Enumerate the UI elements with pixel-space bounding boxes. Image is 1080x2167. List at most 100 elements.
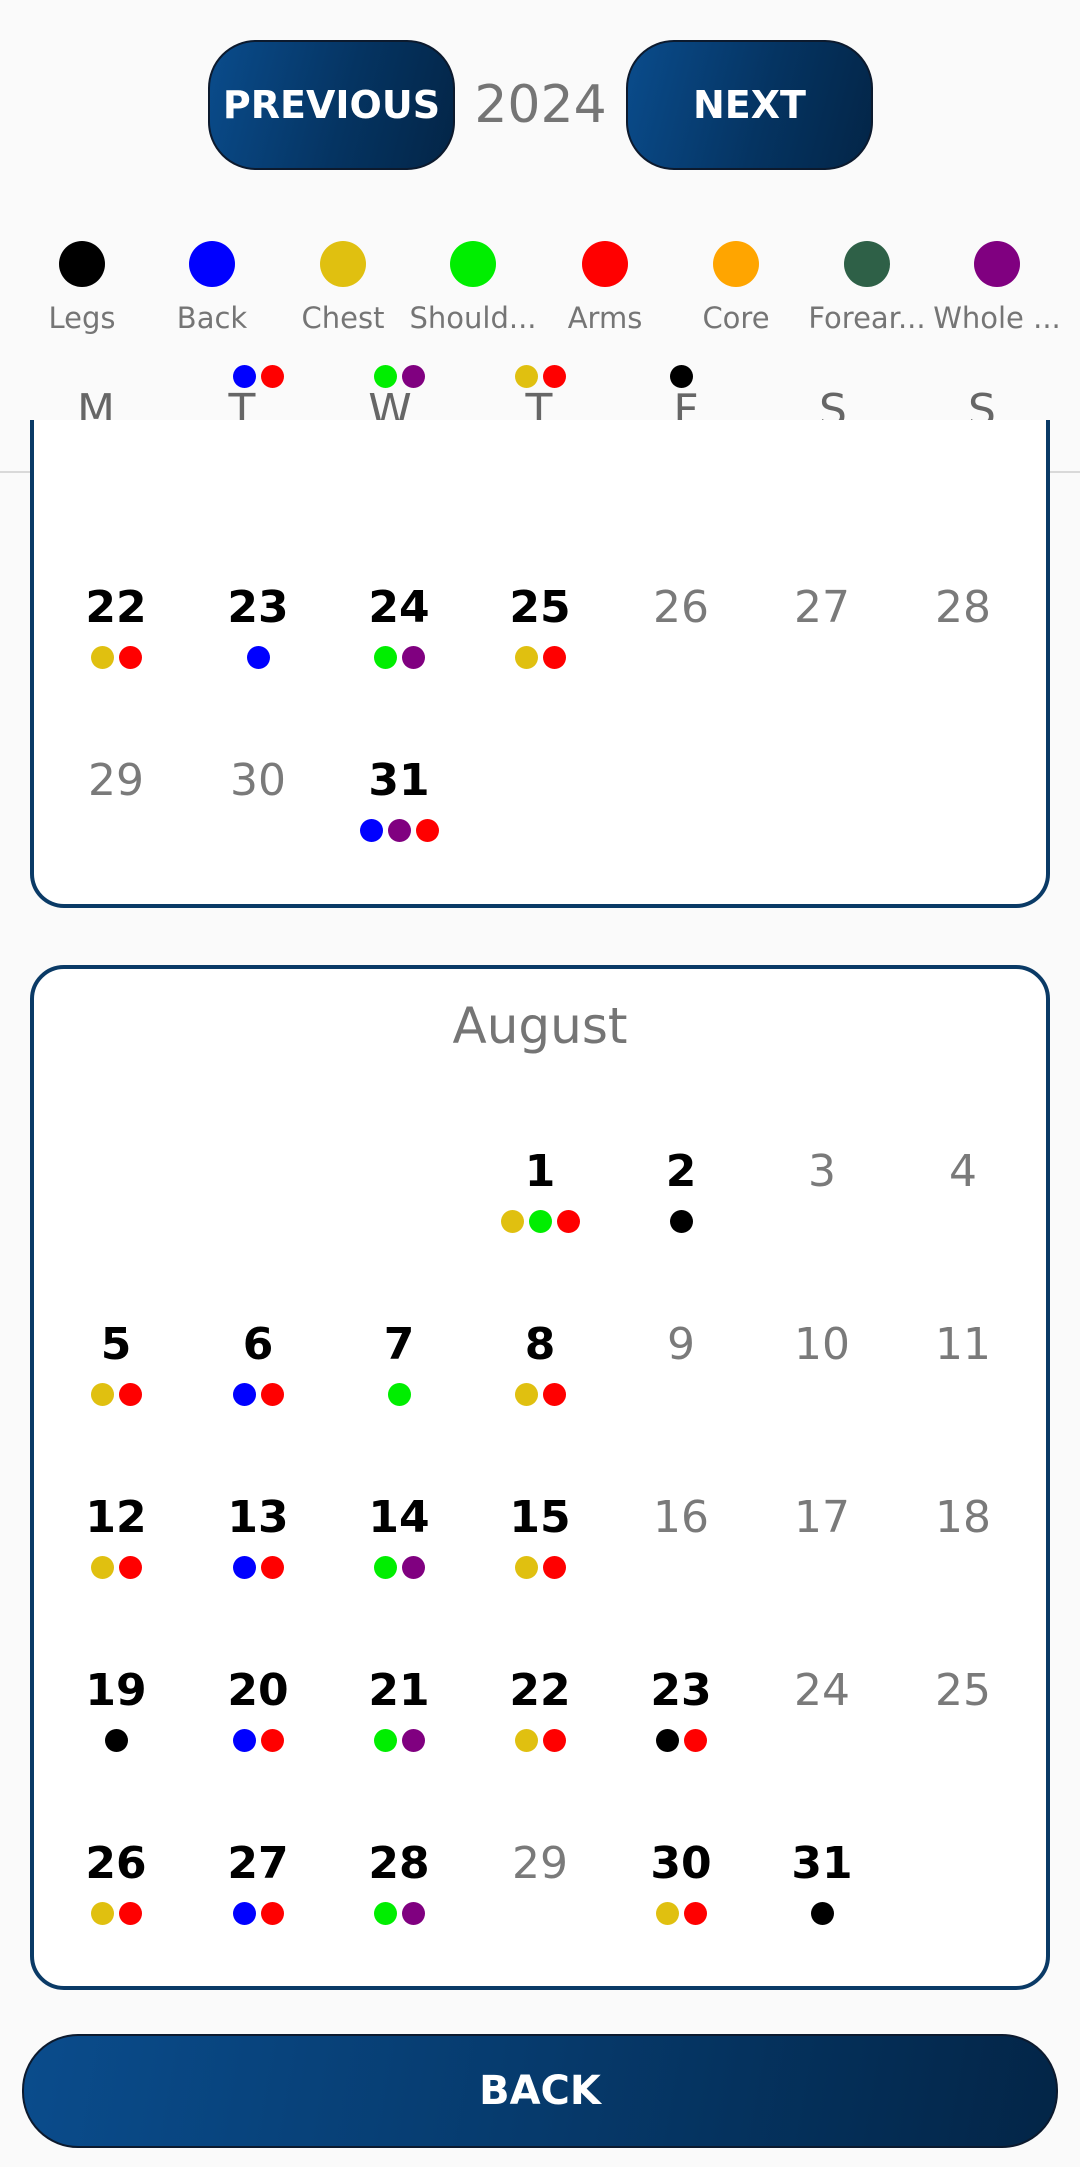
calendar-day[interactable]	[470, 355, 610, 389]
calendar-day[interactable]: 18	[893, 1490, 1033, 1580]
workout-dot-arms	[260, 1383, 284, 1406]
workout-dot-arms	[683, 1902, 707, 1925]
calendar-day[interactable]	[188, 355, 328, 389]
calendar-day[interactable]: 24	[752, 1663, 892, 1753]
calendar-day[interactable]: 19	[46, 1663, 186, 1753]
calendar-day[interactable]: 29	[46, 753, 186, 843]
day-number: 23	[227, 582, 289, 633]
legend-color-dot	[582, 241, 628, 287]
calendar-day[interactable]: 5	[46, 1317, 186, 1407]
calendar-day[interactable]: 20	[188, 1663, 328, 1753]
workout-dot-back	[359, 819, 383, 842]
calendar-day[interactable]: 16	[611, 1490, 751, 1580]
legend-label: Back	[176, 301, 248, 335]
calendar-day[interactable]: 11	[893, 1317, 1033, 1407]
calendar-day[interactable]: 15	[470, 1490, 610, 1580]
calendar-day[interactable]: 13	[188, 1490, 328, 1580]
workout-dots	[188, 1902, 328, 1926]
legend-label: Whole ...	[933, 301, 1061, 335]
calendar-day[interactable]: 21	[329, 1663, 469, 1753]
workout-dots	[611, 1383, 751, 1407]
workout-dot-whole	[401, 1729, 425, 1752]
workout-dot-whole	[401, 1902, 425, 1925]
legend-color-dot	[974, 241, 1020, 287]
calendar-day[interactable]: 17	[752, 1490, 892, 1580]
calendar-day[interactable]: 31	[329, 753, 469, 843]
calendar-day[interactable]: 27	[188, 1836, 328, 1926]
back-button[interactable]: BACK	[22, 2034, 1058, 2148]
day-number: 17	[794, 1492, 850, 1543]
next-year-button[interactable]: NEXT	[626, 40, 873, 170]
day-number: 24	[794, 1665, 850, 1716]
calendar-day[interactable]: 14	[329, 1490, 469, 1580]
calendar-day[interactable]: 22	[46, 580, 186, 670]
calendar-day[interactable]: 26	[611, 580, 751, 670]
workout-dots	[188, 819, 328, 843]
calendar-day[interactable]: 10	[752, 1317, 892, 1407]
legend-item[interactable]: Core	[671, 232, 801, 335]
workout-dots	[611, 1210, 751, 1234]
day-number: 19	[85, 1665, 147, 1716]
workout-dot-arms	[542, 1383, 566, 1406]
calendar-day[interactable]: 23	[188, 580, 328, 670]
day-number: 30	[230, 755, 286, 806]
workout-dot-arms	[260, 365, 284, 388]
workout-dot-shoulders	[373, 646, 397, 669]
calendar-day[interactable]: 31	[752, 1836, 892, 1926]
calendar-day[interactable]: 1	[470, 1144, 610, 1234]
calendar-day[interactable]: 3	[752, 1144, 892, 1234]
calendar-day[interactable]: 27	[752, 580, 892, 670]
calendar-day[interactable]: 8	[470, 1317, 610, 1407]
legend-item[interactable]: Forear...	[802, 232, 932, 335]
workout-dots	[188, 1556, 328, 1580]
workout-dot-chest	[655, 1902, 679, 1925]
calendar-day[interactable]: 25	[893, 1663, 1033, 1753]
workout-dot-back	[246, 646, 270, 669]
legend-item[interactable]: Arms	[540, 232, 670, 335]
legend-color-dot	[59, 241, 105, 287]
workout-dots	[470, 1729, 610, 1753]
calendar-day[interactable]: 9	[611, 1317, 751, 1407]
legend-item[interactable]: Should...	[408, 232, 538, 335]
calendar-day[interactable]: 24	[329, 580, 469, 670]
calendar-day[interactable]: 30	[611, 1836, 751, 1926]
calendar-day[interactable]: 2	[611, 1144, 751, 1234]
workout-dot-arms	[542, 1729, 566, 1752]
workout-dot-chest	[90, 646, 114, 669]
day-number: 16	[653, 1492, 709, 1543]
calendar-day[interactable]: 29	[470, 1836, 610, 1926]
calendar-day[interactable]: 25	[470, 580, 610, 670]
calendar-day[interactable]: 28	[329, 1836, 469, 1926]
workout-dots	[188, 646, 328, 670]
calendar-day[interactable]: 7	[329, 1317, 469, 1407]
calendar-day[interactable]	[329, 355, 469, 389]
workout-dot-chest	[90, 1556, 114, 1579]
calendar-day[interactable]: 23	[611, 1663, 751, 1753]
calendar-day[interactable]: 30	[188, 753, 328, 843]
calendar-day[interactable]: 22	[470, 1663, 610, 1753]
workout-dot-back	[232, 365, 256, 388]
day-number: 27	[227, 1838, 289, 1889]
previous-year-button[interactable]: PREVIOUS	[208, 40, 455, 170]
calendar-day[interactable]: 4	[893, 1144, 1033, 1234]
workout-dots	[470, 1210, 610, 1234]
workout-dot-chest	[514, 646, 538, 669]
legend-item[interactable]: Back	[147, 232, 277, 335]
legend-label: Forear...	[808, 301, 926, 335]
legend-item[interactable]: Legs	[17, 232, 147, 335]
workout-dots	[893, 1556, 1033, 1580]
workout-dot-back	[232, 1556, 256, 1579]
day-number: 29	[512, 1838, 568, 1889]
calendar-day[interactable]	[611, 355, 751, 389]
legend-item[interactable]: Whole ...	[932, 232, 1062, 335]
calendar-day[interactable]: 28	[893, 580, 1033, 670]
legend-item[interactable]: Chest	[278, 232, 408, 335]
workout-dots	[329, 1556, 469, 1580]
workout-dot-chest	[500, 1210, 524, 1233]
year-label: 2024	[474, 75, 607, 135]
day-number: 31	[791, 1838, 853, 1889]
calendar-day[interactable]: 6	[188, 1317, 328, 1407]
calendar-day[interactable]: 12	[46, 1490, 186, 1580]
calendar-day[interactable]: 26	[46, 1836, 186, 1926]
workout-dots	[188, 1383, 328, 1407]
